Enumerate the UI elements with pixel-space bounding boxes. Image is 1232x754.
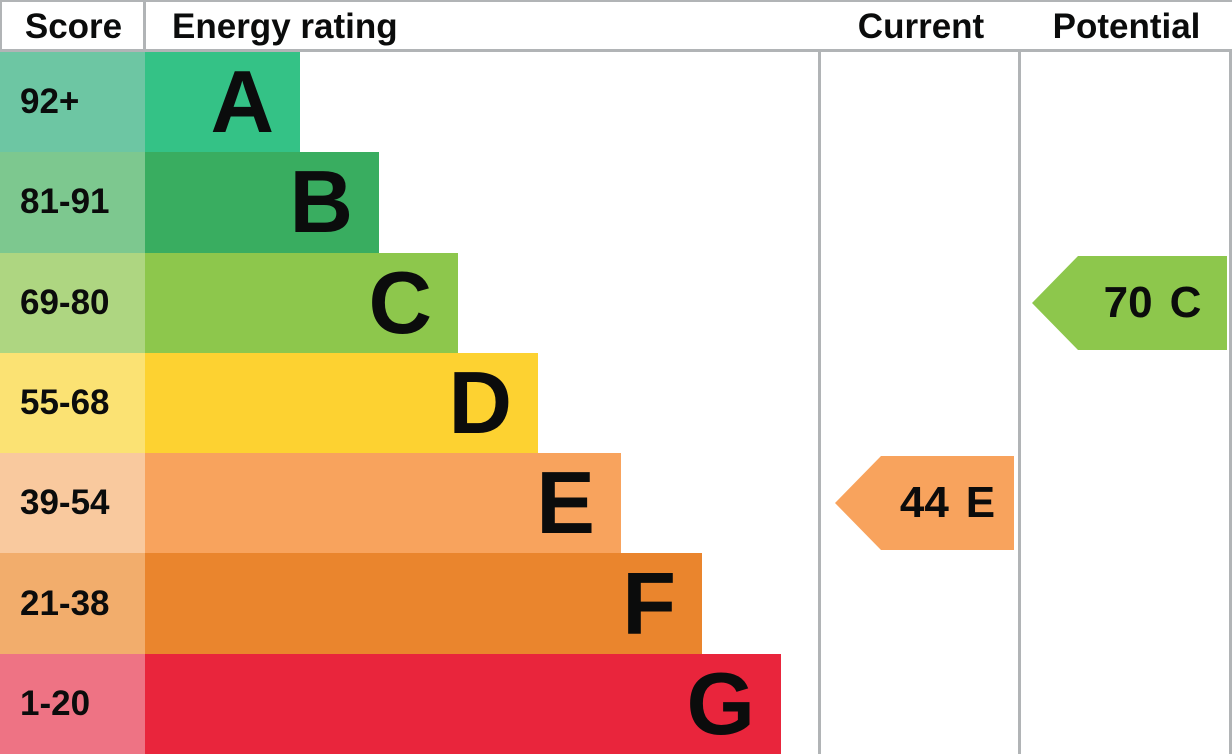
- band-row-e: 39-54 E: [0, 453, 1232, 554]
- score-range-f: 21-38: [0, 553, 145, 654]
- potential-column-divider: [1018, 0, 1021, 754]
- band-bar-e: E: [145, 453, 621, 554]
- band-row-g: 1-20 G: [0, 653, 1232, 754]
- score-range-g: 1-20: [0, 653, 145, 754]
- band-bar-f: F: [145, 553, 702, 654]
- energy-rating-column-header: Energy rating: [172, 6, 398, 46]
- score-range-b: 81-91: [0, 152, 145, 253]
- chart-header: Score Energy rating Current Potential: [0, 0, 1232, 52]
- band-row-a: 92+ A: [0, 52, 1232, 153]
- band-bar-c: C: [145, 252, 458, 353]
- score-range-d: 55-68: [0, 352, 145, 454]
- current-column-divider: [818, 0, 821, 754]
- score-range-c: 69-80: [0, 252, 145, 353]
- band-rows: 92+ A 81-91 B 69-80 C 55-68 D 39-54 E 21…: [0, 52, 1232, 754]
- current-rating-value: 44: [899, 478, 949, 527]
- band-bar-a: A: [145, 52, 300, 153]
- band-bar-d: D: [145, 352, 538, 454]
- score-range-e: 39-54: [0, 453, 145, 554]
- current-rating-band: E: [965, 478, 996, 527]
- band-bar-g: G: [145, 653, 781, 754]
- current-column-header: Current: [857, 6, 985, 46]
- right-border: [1229, 0, 1232, 754]
- band-row-b: 81-91 B: [0, 152, 1232, 253]
- score-range-a: 92+: [0, 52, 145, 153]
- potential-column-header: Potential: [1052, 6, 1201, 46]
- header-divider: [143, 2, 146, 51]
- band-row-d: 55-68 D: [0, 352, 1232, 454]
- potential-rating-band: C: [1169, 278, 1202, 327]
- score-column-header: Score: [24, 6, 123, 46]
- potential-rating-arrow: 70 C: [1032, 256, 1227, 350]
- potential-rating-value: 70: [1103, 278, 1153, 327]
- band-row-c: 69-80 C: [0, 252, 1232, 353]
- band-row-f: 21-38 F: [0, 553, 1232, 654]
- band-bar-b: B: [145, 152, 379, 253]
